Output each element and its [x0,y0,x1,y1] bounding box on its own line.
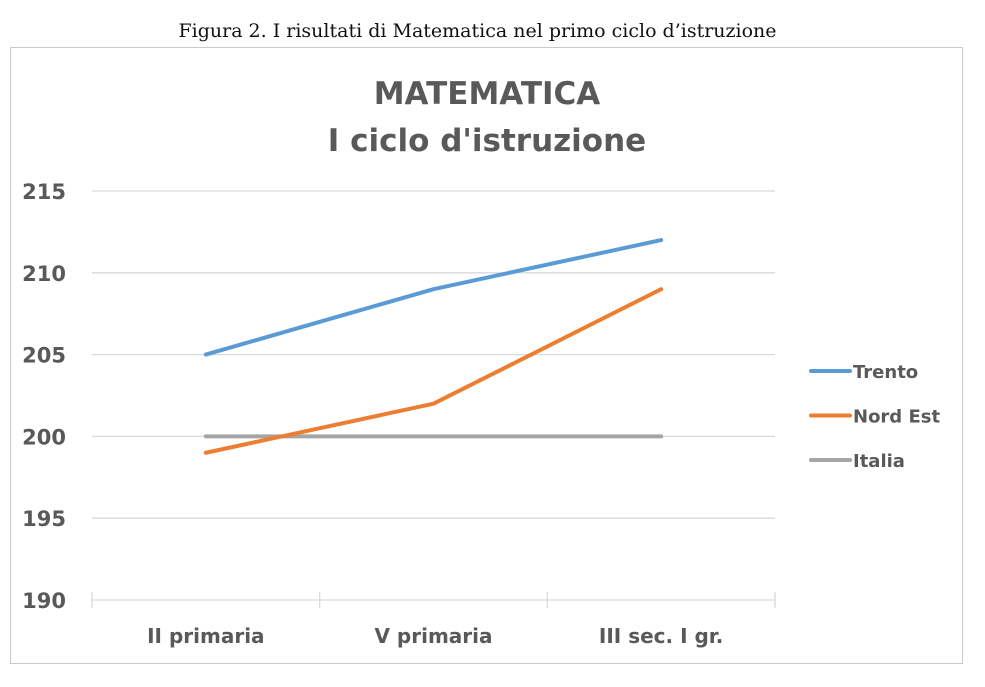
legend-label: Italia [853,451,905,472]
x-tick-label: II primaria [147,624,264,648]
series-line-trento [203,238,664,357]
x-tick-label: V primaria [374,624,492,648]
chart-title-line-2: I ciclo d'istruzione [328,123,646,159]
chart-title-line-1: MATEMATICA [374,76,601,112]
y-tick-label: 200 [22,425,66,449]
x-axis [91,592,776,608]
legend-label: Trento [853,362,918,383]
gridlines [92,190,775,519]
x-tick-label: III sec. I gr. [599,624,724,648]
legend: Trento Nord Est Italia [809,362,940,472]
y-tick-labels: 190 195 200 205 210 215 [22,180,66,613]
x-tick-labels: II primaria V primaria III sec. I gr. [147,624,723,648]
y-tick-label: 215 [22,180,66,204]
y-tick-label: 210 [22,262,66,286]
y-tick-label: 195 [22,507,66,531]
chart-frame [10,47,963,664]
figure-caption: Figura 2. I risultati di Matematica nel … [178,20,777,42]
chart-title: MATEMATICA I ciclo d'istruzione [328,76,646,159]
y-tick-label: 205 [22,344,66,368]
series-lines [203,238,664,455]
series-line-nord-est [203,287,664,455]
legend-label: Nord Est [853,407,940,428]
y-tick-label: 190 [22,589,66,613]
